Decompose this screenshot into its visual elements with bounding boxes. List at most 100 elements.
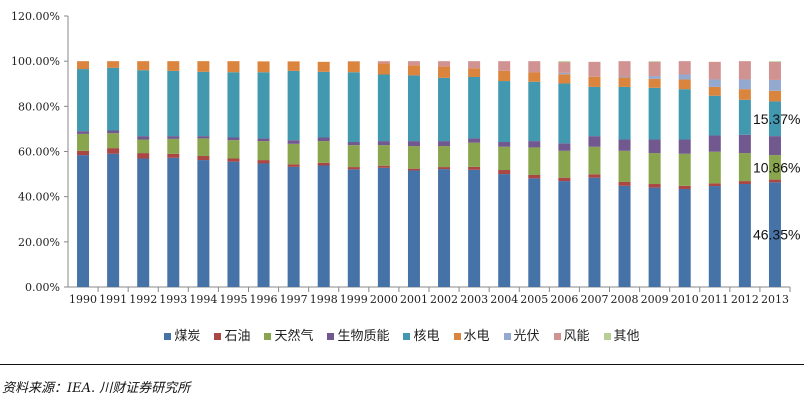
bar-segment-2001-生物质能 <box>407 141 420 147</box>
bar-segment-2000-煤炭 <box>377 167 390 287</box>
bar-segment-2001-石油 <box>407 168 420 171</box>
x-tick-label: 2001 <box>400 293 428 306</box>
bar-segment-2000-风能 <box>377 61 390 64</box>
y-tick-label: 120.00% <box>11 10 60 23</box>
legend-swatch <box>164 333 172 340</box>
bar-segment-2010-水电 <box>678 79 691 90</box>
bar-segment-2010-核电 <box>678 89 691 140</box>
legend-label: 生物质能 <box>337 329 390 344</box>
bar-segment-1991-天然气 <box>107 133 120 149</box>
bar-segment-2005-核电 <box>528 81 541 142</box>
bar-segment-2000-核电 <box>377 74 390 142</box>
bar-segment-1992-水电 <box>137 61 150 71</box>
bar-segment-1994-煤炭 <box>197 160 210 287</box>
bar-segment-1999-核电 <box>347 72 360 143</box>
bar-segment-1990-石油 <box>77 150 90 156</box>
x-tick-label: 1996 <box>250 293 278 306</box>
bar-segment-2009-煤炭 <box>648 187 661 287</box>
bar-segment-2003-石油 <box>468 166 481 170</box>
y-tick-label: 20.00% <box>18 236 60 249</box>
bar-segment-2004-煤炭 <box>498 174 511 287</box>
bar-segment-2012-光伏 <box>738 79 751 90</box>
bar-segment-2012-风能 <box>738 61 751 80</box>
bar-segment-2005-煤炭 <box>528 178 541 287</box>
legend-label: 天然气 <box>274 329 314 344</box>
bar-segment-2011-光伏 <box>708 79 721 87</box>
legend-swatch <box>553 333 561 340</box>
legend-item: 光伏 <box>503 325 540 344</box>
bar-segment-2013-水电 <box>768 90 781 102</box>
x-tick-label: 1997 <box>280 293 308 306</box>
bar-segment-2012-天然气 <box>738 153 751 182</box>
bar-segment-2004-石油 <box>498 170 511 175</box>
bar-segment-1997-石油 <box>287 164 300 167</box>
bar-segment-1993-水电 <box>167 61 180 71</box>
bar-segment-2005-石油 <box>528 174 541 179</box>
bar-segment-1997-生物质能 <box>287 140 300 144</box>
bar-segment-1992-煤炭 <box>137 158 150 287</box>
bar-segment-1994-石油 <box>197 156 210 161</box>
x-tick-label: 2009 <box>641 293 669 306</box>
legend-label: 核电 <box>413 329 440 344</box>
legend-label: 水电 <box>463 329 490 344</box>
bar-segment-1993-核电 <box>167 70 180 137</box>
bar-segment-2007-风能 <box>588 61 601 77</box>
x-tick-label: 2008 <box>611 293 639 306</box>
bar-segment-2003-核电 <box>468 76 481 139</box>
bar-segment-1999-天然气 <box>347 145 360 168</box>
legend-swatch <box>503 333 511 340</box>
bar-segment-2000-天然气 <box>377 145 390 166</box>
bar-segment-2008-天然气 <box>618 150 631 182</box>
bar-segment-1990-核电 <box>77 69 90 132</box>
bar-segment-1994-水电 <box>197 61 210 72</box>
x-tick-label: 2002 <box>430 293 458 306</box>
x-tick-label: 2013 <box>761 293 789 306</box>
x-tick-label: 2012 <box>731 293 759 306</box>
bar-segment-1996-水电 <box>257 61 270 73</box>
bar-segment-2002-核电 <box>438 77 451 142</box>
bar-segment-2007-石油 <box>588 174 601 178</box>
bar-segment-2004-核电 <box>498 81 511 143</box>
bar-segment-2008-水电 <box>618 77 631 87</box>
bar-segment-2012-核电 <box>738 99 751 135</box>
bar-segment-2006-光伏 <box>558 72 571 75</box>
bar-segment-2008-生物质能 <box>618 139 631 151</box>
x-tick-label: 2000 <box>370 293 398 306</box>
bar-segment-2011-水电 <box>708 86 721 96</box>
bar-segment-2011-石油 <box>708 183 721 187</box>
bar-segment-1999-生物质能 <box>347 142 360 146</box>
bar-segment-1994-天然气 <box>197 138 210 157</box>
bar-segment-2002-煤炭 <box>438 169 451 287</box>
bar-segment-1997-核电 <box>287 70 300 141</box>
legend-item: 生物质能 <box>327 325 389 344</box>
bar-segment-2007-核电 <box>588 86 601 137</box>
data-label: 10.86% <box>753 159 800 175</box>
y-tick-label: 40.00% <box>18 191 60 204</box>
legend-swatch <box>264 333 272 340</box>
bar-segment-2010-石油 <box>678 185 691 189</box>
bar-segment-2005-生物质能 <box>528 141 541 148</box>
bar-segment-2010-天然气 <box>678 153 691 186</box>
bar-segment-2011-核电 <box>708 95 721 136</box>
legend-item: 水电 <box>453 325 490 344</box>
bar-segment-2002-天然气 <box>438 146 451 168</box>
legend-item: 其他 <box>603 325 640 344</box>
bar-segment-1992-石油 <box>137 153 150 159</box>
bar-segment-2006-其他 <box>558 61 571 63</box>
legend-item: 石油 <box>214 325 250 344</box>
bar-segment-2000-生物质能 <box>377 141 390 146</box>
bar-segment-1993-煤炭 <box>167 157 180 287</box>
stacked-bar-chart: 0.00% 20.00% 40.00% 60.00% 80.00% 100.00% 120.… <box>11 10 800 306</box>
bar-segment-2012-生物质能 <box>738 134 751 154</box>
bar-segment-1995-煤炭 <box>227 161 240 287</box>
bar-segment-2002-石油 <box>438 167 451 170</box>
bar-segment-2006-生物质能 <box>558 143 571 151</box>
bar-segment-2012-水电 <box>738 89 751 100</box>
bar-segment-1996-生物质能 <box>257 138 270 142</box>
bar-segment-2004-生物质能 <box>498 142 511 147</box>
bar-segment-2009-核电 <box>648 87 661 140</box>
bar-segment-2002-风能 <box>438 61 451 67</box>
bar-segment-2013-石油 <box>768 179 781 183</box>
bar-segment-1998-水电 <box>317 61 330 72</box>
legend-label: 石油 <box>224 329 251 344</box>
